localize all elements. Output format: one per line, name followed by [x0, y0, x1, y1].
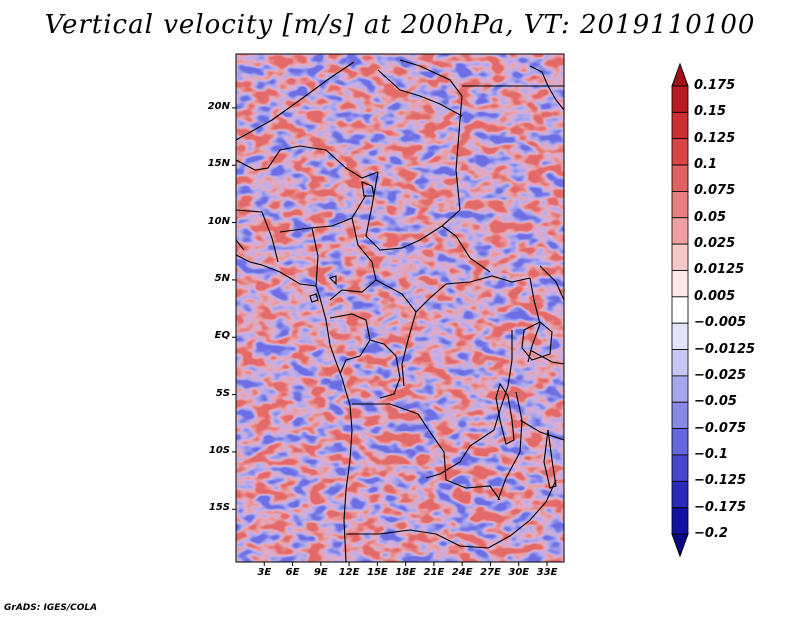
colorbar-label: 0.15: [694, 104, 727, 120]
colorbar-label: 0.075: [694, 183, 736, 199]
colorbar-band: [671, 349, 689, 377]
colorbar-band: [671, 322, 689, 350]
lat-tick-label: 20N: [207, 100, 230, 112]
lon-tick-label: 30E: [508, 567, 530, 578]
lat-tick-label: 10S: [208, 444, 230, 456]
colorbar-band: [671, 296, 689, 324]
colorbar-band: [671, 401, 689, 429]
colorbar-band: [671, 85, 689, 113]
grads-credit: GrADS: IGES/COLA: [4, 603, 98, 613]
colorbar-label: 0.005: [694, 288, 736, 304]
axis-ticks: [232, 107, 548, 566]
colorbar-band: [671, 111, 689, 140]
lat-tick-label: 15N: [207, 158, 230, 170]
colorbar-label: 0.175: [694, 78, 736, 93]
colorbar-label: 0.0125: [694, 262, 745, 278]
lon-tick-label: 12E: [338, 567, 360, 578]
colorbar-max-triangle: [671, 62, 689, 87]
colorbar-label: −0.05: [694, 394, 737, 410]
colorbar-band: [671, 480, 689, 509]
colorbar-label: 0.05: [694, 209, 727, 225]
lat-tick-label: 5N: [214, 272, 230, 284]
lat-tick-label: EQ: [214, 330, 230, 342]
colorbar-label: −0.075: [694, 420, 747, 436]
colorbar-band: [671, 454, 689, 482]
lat-tick-label: 15S: [208, 502, 230, 514]
colorbar-band: [671, 217, 689, 245]
map-frame: [235, 53, 565, 563]
velocity-field: [236, 54, 564, 562]
lon-tick-label: 6E: [285, 567, 300, 578]
colorbar-band: [671, 138, 689, 166]
colorbar-label: −0.025: [694, 367, 747, 383]
colorbar-min-triangle: [671, 533, 689, 558]
lon-tick-label: 33E: [536, 567, 558, 578]
colorbar-label: −0.1: [694, 446, 728, 462]
lon-tick-label: 21E: [423, 567, 445, 578]
colorbar-band: [671, 243, 689, 271]
colorbar-label: −0.0125: [694, 341, 756, 357]
lon-tick-label: 9E: [313, 567, 328, 578]
country-borders: [236, 59, 564, 562]
lon-tick-label: 3E: [257, 567, 272, 578]
lat-tick-label: 5S: [215, 387, 230, 399]
colorbar-band: [671, 164, 689, 192]
colorbar-band: [671, 270, 689, 298]
lat-tick-label: 10N: [207, 215, 230, 227]
colorbar-band: [671, 191, 689, 219]
lon-tick-label: 27E: [480, 567, 501, 578]
lon-tick-label: 15E: [367, 567, 388, 578]
colorbar-label: −0.2: [694, 526, 728, 541]
map-title: Vertical velocity [m/s] at 200hPa, VT: 2…: [44, 10, 756, 40]
colorbar-label: 0.125: [694, 130, 736, 146]
colorbar-label: 0.025: [694, 236, 736, 252]
lon-tick-label: 24E: [451, 567, 473, 578]
colorbar-label: −0.125: [694, 473, 747, 489]
colorbar-band: [671, 507, 689, 535]
colorbar-label: 0.1: [694, 157, 718, 173]
colorbar-label: −0.175: [694, 499, 747, 515]
colorbar-band: [671, 428, 689, 456]
colorbar-label: −0.005: [694, 315, 747, 331]
colorbar-band: [671, 375, 689, 403]
colorbar: [671, 62, 689, 558]
lon-tick-label: 18E: [395, 567, 417, 578]
